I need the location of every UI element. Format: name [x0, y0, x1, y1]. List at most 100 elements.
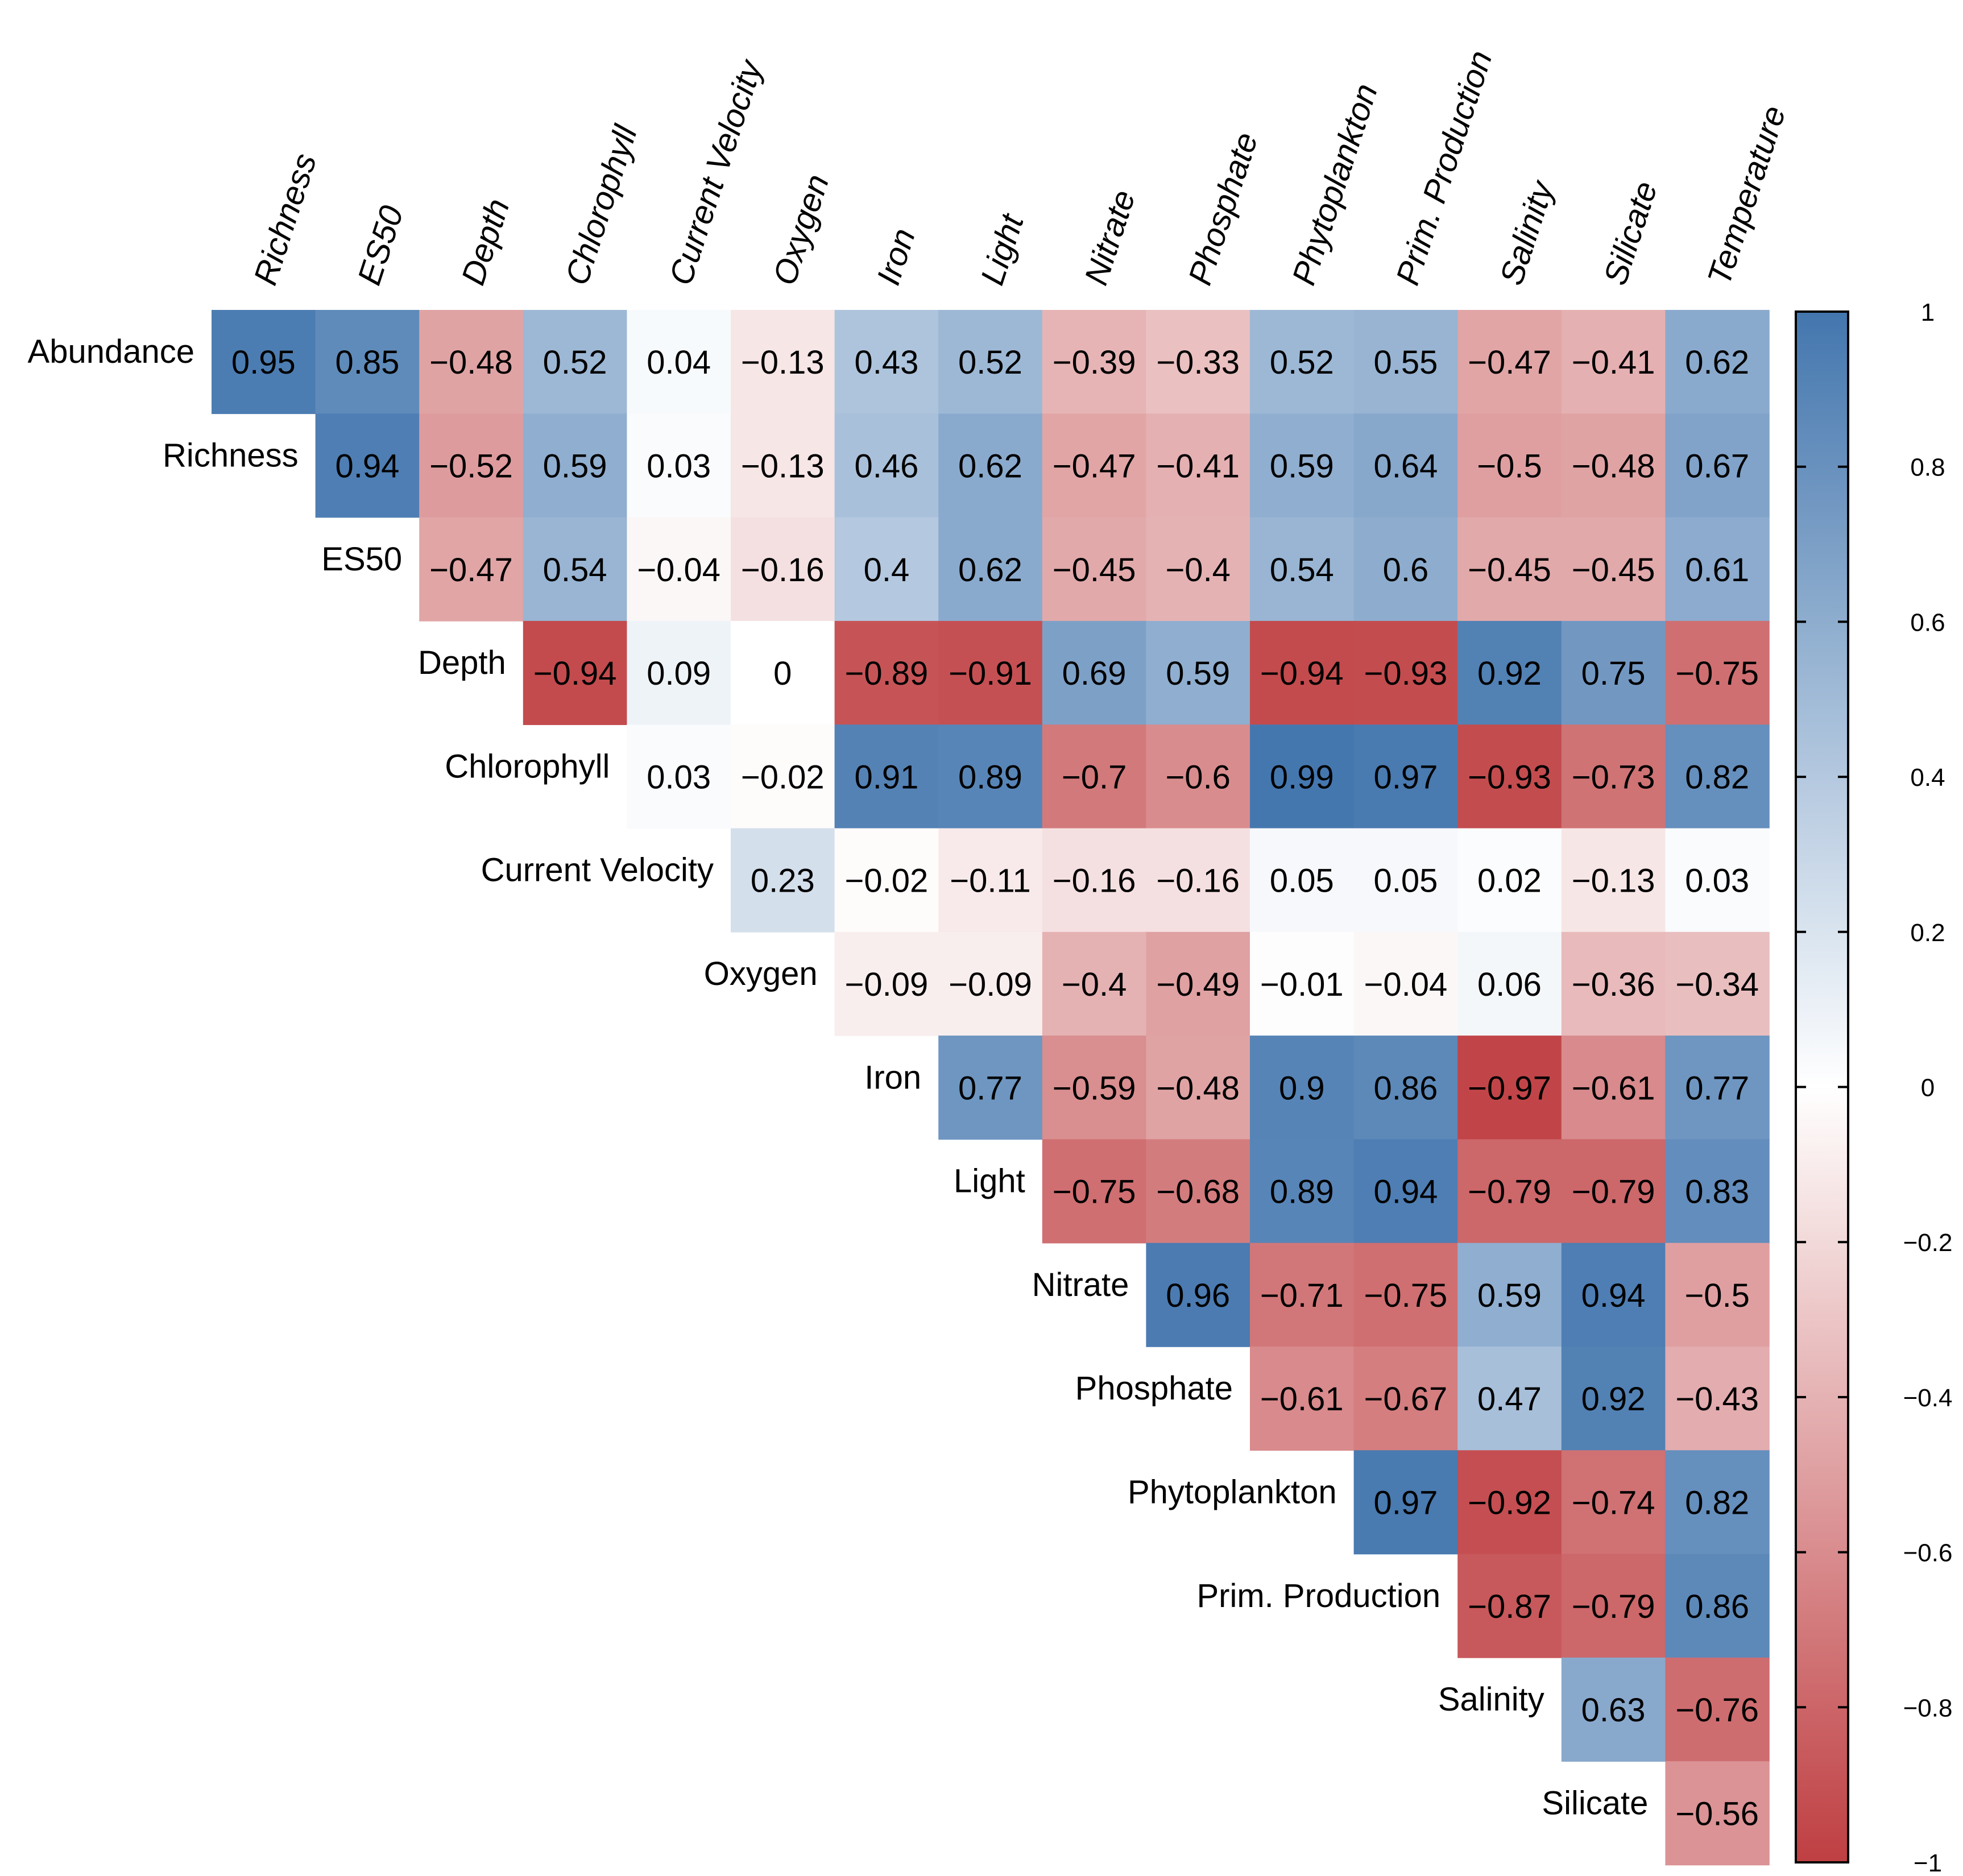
cell-value-label: 0.59: [1477, 1277, 1542, 1314]
column-label: Light: [974, 209, 1032, 289]
cell-value-label: −0.13: [741, 448, 825, 484]
row-label: Nitrate: [1032, 1266, 1129, 1303]
heatmap-cell: [1561, 724, 1666, 829]
heatmap-cell: [1353, 413, 1458, 518]
cell-value-label: −0.48: [429, 344, 513, 381]
cell-value-label: −0.79: [1468, 1174, 1551, 1211]
heatmap-cell: [938, 620, 1043, 725]
heatmap-cell: [315, 413, 420, 518]
cell-value-label: −0.79: [1572, 1174, 1655, 1211]
heatmap-cell: [938, 828, 1043, 933]
cell-value-label: −0.48: [1156, 1070, 1240, 1107]
heatmap-cell: [1250, 517, 1355, 622]
cell-value-label: −0.76: [1675, 1692, 1759, 1729]
colorbar-tick-label: −0.4: [1903, 1384, 1953, 1412]
cell-value-label: −0.75: [1675, 655, 1759, 692]
colorbar-tick-label: 0.6: [1910, 608, 1945, 636]
heatmap-cell: [1457, 517, 1562, 622]
colorbar-tick-label: −0.6: [1903, 1539, 1953, 1567]
cell-value-label: −0.87: [1468, 1588, 1551, 1625]
cell-value-label: −0.34: [1675, 966, 1759, 1003]
cell-value-label: −0.97: [1468, 1070, 1551, 1107]
cell-value-label: 0.92: [1581, 1381, 1646, 1418]
cell-value-label: −0.5: [1477, 448, 1542, 484]
heatmap-cell: [1457, 620, 1562, 725]
cell-value-label: 0.6: [1383, 552, 1429, 589]
cell-value-label: −0.61: [1572, 1070, 1655, 1107]
cell-value-label: 0.99: [1270, 759, 1334, 796]
cell-value-label: −0.41: [1156, 448, 1240, 484]
cell-value-label: 0.59: [1270, 448, 1334, 484]
cell-value-label: −0.68: [1156, 1174, 1240, 1211]
heatmap-cell: [1250, 1243, 1355, 1347]
cell-value-label: 0.46: [854, 448, 918, 484]
cell-value-label: 0.43: [854, 344, 918, 381]
cell-value-label: 0.86: [1373, 1070, 1438, 1107]
cell-value-label: 0.83: [1685, 1174, 1749, 1211]
cell-value-label: −0.45: [1053, 552, 1136, 589]
column-label: Depth: [454, 194, 517, 289]
heatmap-cell: [834, 310, 939, 415]
cell-value-label: 0.82: [1685, 1485, 1749, 1522]
heatmap-cell: [1042, 413, 1147, 518]
cell-value-label: 0.97: [1373, 759, 1438, 796]
cell-value-label: −0.39: [1053, 344, 1136, 381]
heatmap-cell: [834, 620, 939, 725]
cell-value-label: −0.41: [1572, 344, 1655, 381]
heatmap-cell: [834, 828, 939, 933]
cell-value-label: −0.16: [1156, 863, 1240, 900]
heatmap-cell: [938, 310, 1043, 415]
heatmap-cell: [1665, 1657, 1770, 1762]
row-label: Salinity: [1438, 1681, 1544, 1718]
cell-value-label: 0.89: [1270, 1174, 1334, 1211]
column-label: Iron: [869, 224, 922, 289]
heatmap-cell: [1561, 1657, 1666, 1762]
colorbar-tick-label: −0.2: [1903, 1229, 1953, 1257]
heatmap-cell: [1561, 1139, 1666, 1244]
cell-value-label: −0.92: [1468, 1485, 1551, 1522]
cell-value-label: 0.04: [647, 344, 711, 381]
heatmap-cell: [834, 517, 939, 622]
cell-value-label: 0.09: [647, 655, 711, 692]
heatmap-cell: [731, 620, 835, 725]
heatmap-cell: [1353, 724, 1458, 829]
heatmap-cell: [1353, 1347, 1458, 1451]
heatmap-cell: [938, 724, 1043, 829]
column-label: Phytoplankton: [1285, 79, 1385, 289]
cell-value-label: 0.59: [543, 448, 607, 484]
heatmap-cell: [1561, 931, 1666, 1036]
cell-value-label: 0.82: [1685, 759, 1749, 796]
heatmap-cell: [1146, 931, 1250, 1036]
row-label: Light: [954, 1163, 1025, 1200]
column-label: Prim. Production: [1389, 46, 1499, 289]
heatmap-cell: [1457, 1139, 1562, 1244]
heatmap-cell: [1561, 1036, 1666, 1140]
heatmap-cell: [1561, 828, 1666, 933]
heatmap-cell: [1457, 1450, 1562, 1555]
cell-value-label: 0.03: [1685, 863, 1749, 900]
heatmap-cells: 0.95 0.85 −0.48 0.52 0.04 −0.13 0.43 0.52 −0.39−…: [212, 310, 1770, 1866]
cell-value-label: 0.03: [647, 448, 711, 484]
row-label: Oxygen: [704, 955, 818, 992]
column-label: Temperature: [1700, 101, 1793, 289]
cell-value-label: −0.45: [1468, 552, 1551, 589]
column-label: Salinity: [1493, 175, 1562, 289]
heatmap-cell: [1250, 620, 1355, 725]
row-label: Current Velocity: [481, 852, 714, 889]
heatmap-cell: [1250, 931, 1355, 1036]
column-label: Nitrate: [1078, 185, 1143, 289]
cell-value-label: 0.63: [1581, 1692, 1646, 1729]
heatmap-cell: [1250, 1139, 1355, 1244]
heatmap-cell: [1457, 931, 1562, 1036]
heatmap-cell: [938, 413, 1043, 518]
heatmap-cell: [834, 724, 939, 829]
heatmap-cell: [1353, 1139, 1458, 1244]
cell-value-label: 0.94: [1581, 1277, 1646, 1314]
cell-value-label: −0.56: [1675, 1795, 1759, 1832]
heatmap-cell: [1042, 517, 1147, 622]
heatmap-cell: [1146, 413, 1250, 518]
cell-value-label: 0.94: [335, 448, 399, 484]
heatmap-cell: [1250, 413, 1355, 518]
heatmap-cell: [419, 517, 524, 622]
cell-value-label: 0.77: [1685, 1070, 1749, 1107]
